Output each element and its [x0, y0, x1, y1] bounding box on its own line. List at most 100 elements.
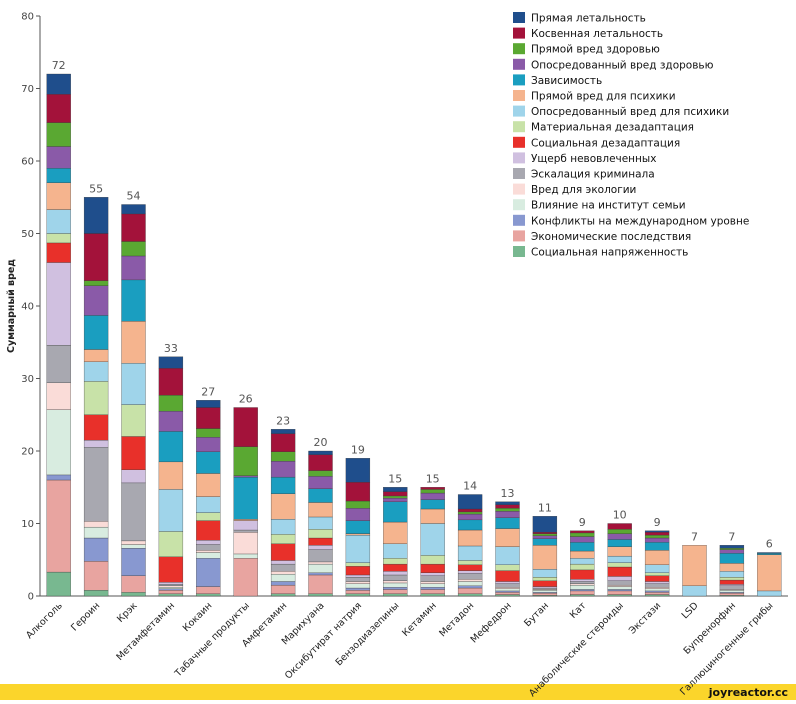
bar-segment: [46, 146, 71, 169]
bar-segment: [457, 513, 483, 521]
bar-segment: [46, 209, 71, 234]
bar-segment: [345, 574, 371, 578]
bar-segment: [607, 533, 632, 540]
bar-segment: [46, 122, 71, 147]
bar-segment: [345, 500, 371, 509]
bar-segment: [644, 587, 670, 589]
bar-segment: [383, 563, 408, 572]
bar-segment: [644, 588, 670, 592]
total-label: 11: [538, 501, 552, 514]
bar-segment: [308, 470, 333, 477]
bar-segment: [644, 530, 670, 533]
total-label: 7: [728, 530, 735, 543]
bar-segment: [383, 543, 408, 559]
bar-segment: [345, 533, 371, 536]
bar-segment: [158, 588, 184, 591]
bar-segment: [420, 563, 445, 573]
bar-segment: [383, 521, 408, 544]
legend-swatch: [513, 105, 525, 117]
bar-segment: [420, 508, 445, 524]
bar-segment: [121, 213, 146, 242]
bar-segment: [233, 558, 258, 597]
bar-segment: [495, 570, 520, 582]
total-label: 15: [388, 472, 402, 485]
total-label: 15: [426, 472, 440, 485]
bar-segment: [644, 572, 670, 576]
x-tick-label: Мефедрон: [469, 600, 514, 645]
bar-segment: [495, 587, 520, 589]
bar-segment: [420, 587, 445, 590]
bar-segment: [607, 586, 632, 590]
bar-segment: [46, 571, 71, 597]
bar-segment: [270, 429, 296, 434]
bar-segment: [270, 581, 296, 586]
bar-segment: [495, 517, 520, 529]
bar-segment: [270, 534, 296, 544]
total-label: 19: [351, 443, 365, 456]
footer-bar: [0, 684, 796, 700]
bar-segment: [233, 519, 258, 521]
bar-segment: [570, 583, 595, 586]
bar-segment: [233, 529, 258, 533]
bar-segment: [644, 590, 670, 593]
total-label: 54: [127, 190, 141, 203]
bar-segment: [607, 576, 632, 581]
bar-segment: [345, 583, 371, 589]
bar-segment: [233, 407, 258, 447]
bar-segment: [570, 579, 595, 582]
bar-segment: [495, 581, 520, 584]
bar-segment: [158, 395, 184, 412]
y-tick-label: 50: [21, 229, 34, 240]
bar-segment: [570, 590, 595, 595]
bar-segment: [83, 285, 109, 316]
bar-segment: [345, 482, 371, 502]
bar-segment: [196, 428, 221, 438]
bar-segment: [457, 511, 483, 515]
total-label: 72: [52, 59, 66, 72]
legend-swatch: [513, 58, 525, 70]
bar-segment: [644, 542, 670, 551]
bar-segment: [196, 550, 221, 553]
bar-segment: [532, 538, 558, 546]
bar-segment: [233, 476, 258, 520]
bar-segment: [495, 511, 520, 518]
total-label: 14: [463, 480, 477, 493]
bar-segment: [121, 592, 146, 597]
legend-swatch: [513, 12, 525, 23]
bar-segment: [46, 474, 71, 481]
bar-segment: [308, 502, 333, 518]
bar-segment: [719, 585, 745, 590]
bar-segment: [644, 592, 670, 595]
bar-segment: [121, 321, 146, 364]
bar-segment: [644, 532, 670, 536]
bar-segment: [682, 545, 707, 586]
bar-segment: [495, 508, 520, 512]
bar-segment: [83, 447, 109, 522]
x-tick-label: LSD: [680, 600, 701, 621]
legend-label: Социальная дезадаптация: [531, 137, 680, 149]
bar-segment: [383, 487, 408, 492]
bar-segment: [46, 344, 71, 383]
bar-segment: [457, 593, 483, 597]
bar-segment: [270, 543, 296, 561]
bar-segment: [570, 550, 595, 559]
bar-segment: [308, 450, 333, 455]
total-label: 55: [89, 182, 103, 195]
bar-segment: [121, 363, 146, 405]
legend-swatch: [513, 136, 525, 148]
bar-segment: [345, 590, 371, 594]
bar-segment: [607, 539, 632, 547]
bar-segment: [383, 593, 408, 597]
bar-segment: [121, 279, 146, 322]
bar-segment: [457, 560, 483, 565]
bar-segment: [121, 482, 146, 542]
bar-segment: [757, 553, 782, 555]
bar-segment: [457, 585, 483, 589]
bar-segment: [308, 593, 333, 597]
legend-label: Экономические последствия: [531, 231, 691, 243]
bar-segment: [308, 549, 333, 563]
bar-segment: [270, 574, 296, 582]
legend-swatch: [513, 168, 525, 179]
legend-label: Прямой вред для психики: [531, 91, 676, 103]
bar-segment: [46, 382, 71, 410]
